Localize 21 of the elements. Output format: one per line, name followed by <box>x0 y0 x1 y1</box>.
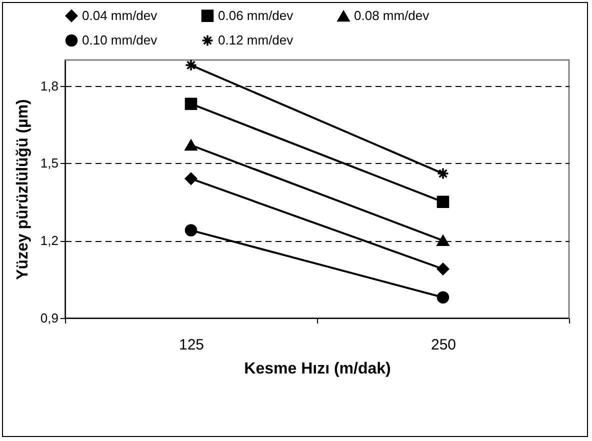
point <box>436 167 450 180</box>
legend-label: 0.12 mm/dev <box>218 32 294 48</box>
y-tick-label: 1,5 <box>40 156 58 171</box>
x-axis-title: Kesme Hızı (m/dak) <box>244 360 391 378</box>
point <box>436 262 450 276</box>
legend-label: 0.04 mm/dev <box>82 8 158 23</box>
point <box>184 224 198 236</box>
y-tick-label: 1,2 <box>40 233 58 248</box>
point <box>184 59 198 72</box>
y-tick-label: 0,9 <box>40 310 58 326</box>
point <box>184 98 198 110</box>
legend-label: 0.08 mm/dev <box>354 8 430 24</box>
legend-label: 0.06 mm/dev <box>218 8 294 23</box>
x-tick-label: 250 <box>430 336 456 354</box>
point <box>436 291 450 304</box>
y-tick-label: 1,8 <box>40 78 58 94</box>
legend-label: 0.10 mm/dev <box>82 32 158 48</box>
point <box>184 172 198 185</box>
y-axis-title: Yüzey pürüzlülüğü (µm) <box>14 99 32 280</box>
x-tick-label: 125 <box>178 336 204 354</box>
point <box>436 196 450 208</box>
